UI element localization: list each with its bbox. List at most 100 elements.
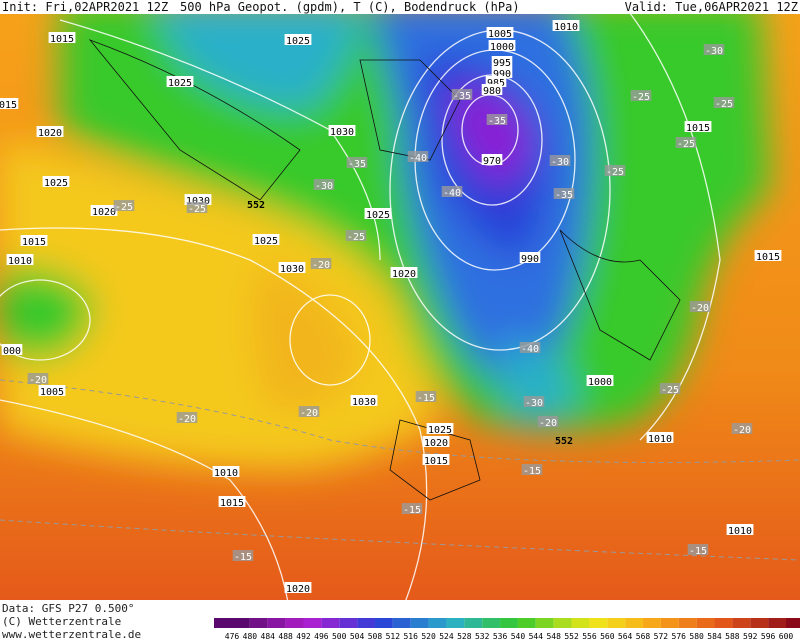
temperature-label: -20 — [178, 414, 196, 425]
isobar-label-bg — [754, 250, 782, 261]
colorbar-tick-label: 476 — [225, 632, 240, 641]
isobar-label: 1025 — [254, 236, 278, 247]
map-field — [0, 0, 800, 616]
colorbar-tick-label: 504 — [350, 632, 365, 641]
temperature-label: -20 — [29, 375, 47, 386]
temperature-label-bg — [521, 464, 543, 475]
isobar-label: 980 — [483, 86, 501, 97]
temperature-label-bg — [675, 137, 697, 148]
temperature-label: -40 — [409, 153, 427, 164]
map-labels: 1015 102510101005100099599098598010250151… — [0, 20, 782, 595]
isobar-label-bg — [184, 194, 212, 205]
colorbar-segment — [267, 618, 286, 628]
temperature-label: -20 — [300, 408, 318, 419]
isobar-label-bg — [42, 176, 70, 187]
colorbar-tick-label: 540 — [511, 632, 526, 641]
isobar-label-bg — [422, 454, 450, 465]
temperature-label-bg — [537, 416, 559, 427]
isobar-label: 000 — [3, 346, 21, 357]
isobar-label: 1025 — [366, 210, 390, 221]
colorbar-segment — [410, 618, 429, 628]
temperature-label: -25 — [188, 204, 206, 215]
temperature-label-bg — [310, 258, 332, 269]
temperature-label-bg — [519, 342, 541, 353]
isobar-label-bg — [726, 524, 754, 535]
colorbar-segment — [357, 618, 375, 628]
colorbar-tick-label: 492 — [296, 632, 311, 641]
valid-time: Valid: Tue,06APR2021 12Z — [625, 0, 798, 14]
temperature-label: -15 — [234, 552, 252, 563]
temperature-label: -30 — [705, 46, 723, 57]
colorbar-tick-label: 488 — [278, 632, 293, 641]
isobar-label: 1025 — [286, 36, 310, 47]
temperature-label: -15 — [403, 505, 421, 516]
temperature-label-bg — [687, 544, 709, 555]
temperature-label-bg — [689, 301, 711, 312]
temperature-label-bg — [186, 202, 208, 213]
isobar-label: 985 — [487, 78, 505, 89]
isobar-label-bg — [0, 98, 19, 109]
colorbar-segment — [714, 618, 733, 628]
colorbar-segment — [392, 618, 411, 628]
isobar-label-bg — [1, 344, 23, 355]
isobar-label: 970 — [483, 156, 501, 167]
isobar-label: 1025 — [428, 425, 452, 436]
colorbar-tick-label: 548 — [546, 632, 561, 641]
isobar-label-bg — [350, 395, 378, 406]
isobar-label: 1010 — [728, 526, 752, 537]
isobar-label: 1005 — [488, 29, 512, 40]
colorbar-tick-label: 480 — [243, 632, 258, 641]
temperature-label: -25 — [661, 385, 679, 396]
temperature-label-bg — [659, 383, 681, 394]
colorbar-segment — [339, 618, 358, 628]
website: www.wetterzentrale.de — [2, 628, 141, 641]
isobar-label-bg — [166, 76, 194, 87]
isobar-label: 1015 — [424, 456, 448, 467]
isobar-label-bg — [390, 267, 418, 278]
isobar-label-bg — [519, 252, 541, 263]
isobar-label: 1030 — [330, 127, 354, 138]
temperature-label-bg — [401, 503, 423, 514]
temperature-label-bg — [232, 550, 254, 561]
temperature-label: -25 — [715, 99, 733, 110]
isobar-label: 1025 — [44, 178, 68, 189]
colorbar-tick-label: 520 — [421, 632, 436, 641]
colorbar-segment — [321, 618, 340, 628]
temperature-label-bg — [486, 114, 508, 125]
isobar-label: 1020 — [392, 269, 416, 280]
isobar-label-bg — [212, 466, 240, 477]
temperature-label: -35 — [488, 116, 506, 127]
isobar-label-bg — [485, 76, 507, 87]
isobar-label: 1010 — [8, 256, 32, 267]
isobar-label-bg — [252, 234, 280, 245]
colorbar-tick-label: 564 — [618, 632, 633, 641]
colorbar-segment — [768, 618, 786, 628]
colorbar-segment — [232, 618, 250, 628]
isobar-label: 1030 — [352, 397, 376, 408]
isobar-label-bg — [684, 121, 712, 132]
colorbar-segment — [428, 618, 447, 628]
temperature-label: -20 — [733, 425, 751, 436]
colorbar-tick-label: 592 — [743, 632, 758, 641]
isobar-label-bg — [218, 496, 246, 507]
colorbar-tick-label: 512 — [386, 632, 401, 641]
temperature-label-bg — [113, 200, 135, 211]
temperature-label: -20 — [539, 418, 557, 429]
colorbar-tick-label: 516 — [403, 632, 418, 641]
temperature-label: -40 — [443, 188, 461, 199]
colorbar-segment — [285, 618, 304, 628]
colorbar-segment — [500, 618, 518, 628]
isobar-label-bg — [90, 205, 118, 216]
isobar-label-bg — [488, 40, 516, 51]
temperature-label: -15 — [689, 546, 707, 557]
temperature-label: -35 — [348, 159, 366, 170]
isobar-label: 1015 — [50, 34, 74, 45]
colorbar-tick-label: 560 — [600, 632, 615, 641]
isobar-label-bg — [481, 84, 503, 95]
colorbar-segment — [643, 618, 661, 628]
temperature-label: -30 — [315, 181, 333, 192]
temperature-label-bg — [407, 151, 429, 162]
temperature-label: -35 — [453, 91, 471, 102]
isobar-label: 1010 — [648, 434, 672, 445]
height-label: 552 — [555, 436, 573, 447]
